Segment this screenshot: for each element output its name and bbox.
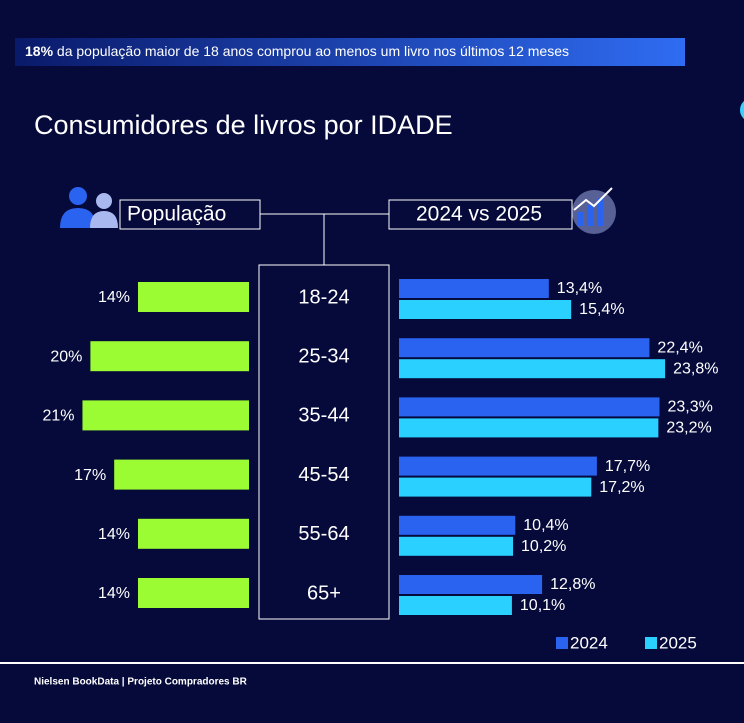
value-label: 15,4%	[579, 301, 624, 318]
bar-2024	[399, 575, 543, 594]
value-label: 13,4%	[557, 280, 602, 297]
category-label: 18-24	[298, 286, 349, 308]
legend-swatch	[645, 637, 657, 649]
bar-2025	[399, 536, 514, 556]
value-label: 21%	[42, 408, 74, 425]
bar-2024	[399, 338, 650, 358]
category-label: 45-54	[298, 464, 349, 486]
bar-2024	[399, 279, 549, 298]
category-label: 65+	[307, 582, 341, 604]
population-bar	[137, 282, 249, 312]
value-label: 17%	[74, 467, 106, 484]
value-label: 20%	[50, 348, 82, 365]
value-label: 23,8%	[673, 360, 718, 377]
banner-body: da população maior de 18 anos comprou ao…	[57, 43, 569, 59]
category-label: 25-34	[298, 345, 349, 367]
bar-2025	[399, 418, 659, 438]
bar-2024	[399, 456, 597, 476]
category-label: 35-44	[298, 405, 349, 427]
bar-2025	[399, 359, 666, 379]
population-bar	[137, 578, 249, 608]
header-right: 2024 vs 2025	[416, 203, 542, 226]
legend-label: 2024	[570, 633, 608, 652]
category-box	[258, 264, 390, 620]
value-label: 14%	[98, 585, 130, 602]
value-label: 10,2%	[521, 538, 566, 555]
value-label: 14%	[98, 289, 130, 306]
bar-2024	[399, 397, 660, 417]
value-label: 12,8%	[550, 576, 595, 593]
bar-2025	[399, 477, 592, 497]
title: Consumidores de livros por IDADE	[34, 110, 453, 140]
category-label: 55-64	[298, 523, 349, 545]
value-label: 10,4%	[523, 517, 568, 534]
population-bar	[114, 459, 249, 490]
value-label: 14%	[98, 526, 130, 543]
legend-swatch	[556, 637, 568, 649]
legend-label: 2025	[659, 633, 697, 652]
bar-2025	[399, 300, 572, 319]
value-label: 17,2%	[599, 479, 644, 496]
banner-highlight: 18%	[25, 43, 54, 59]
population-bar	[82, 400, 249, 431]
banner	[15, 38, 685, 66]
chart-icon	[572, 187, 616, 234]
header-left: População	[127, 203, 226, 226]
bar-2024	[399, 515, 516, 535]
footer: Nielsen BookData | Projeto Compradores B…	[34, 677, 248, 688]
population-bar	[90, 341, 250, 372]
people-icon	[60, 187, 118, 228]
value-label: 23,2%	[666, 420, 711, 437]
population-bar	[137, 518, 249, 549]
value-label: 10,1%	[520, 597, 565, 614]
bar-2025	[399, 596, 512, 615]
decor-circle	[740, 101, 744, 119]
banner-text: 18% da população maior de 18 anos compro…	[25, 43, 569, 59]
value-label: 17,7%	[605, 458, 650, 475]
value-label: 23,3%	[667, 399, 712, 416]
value-label: 22,4%	[657, 339, 702, 356]
